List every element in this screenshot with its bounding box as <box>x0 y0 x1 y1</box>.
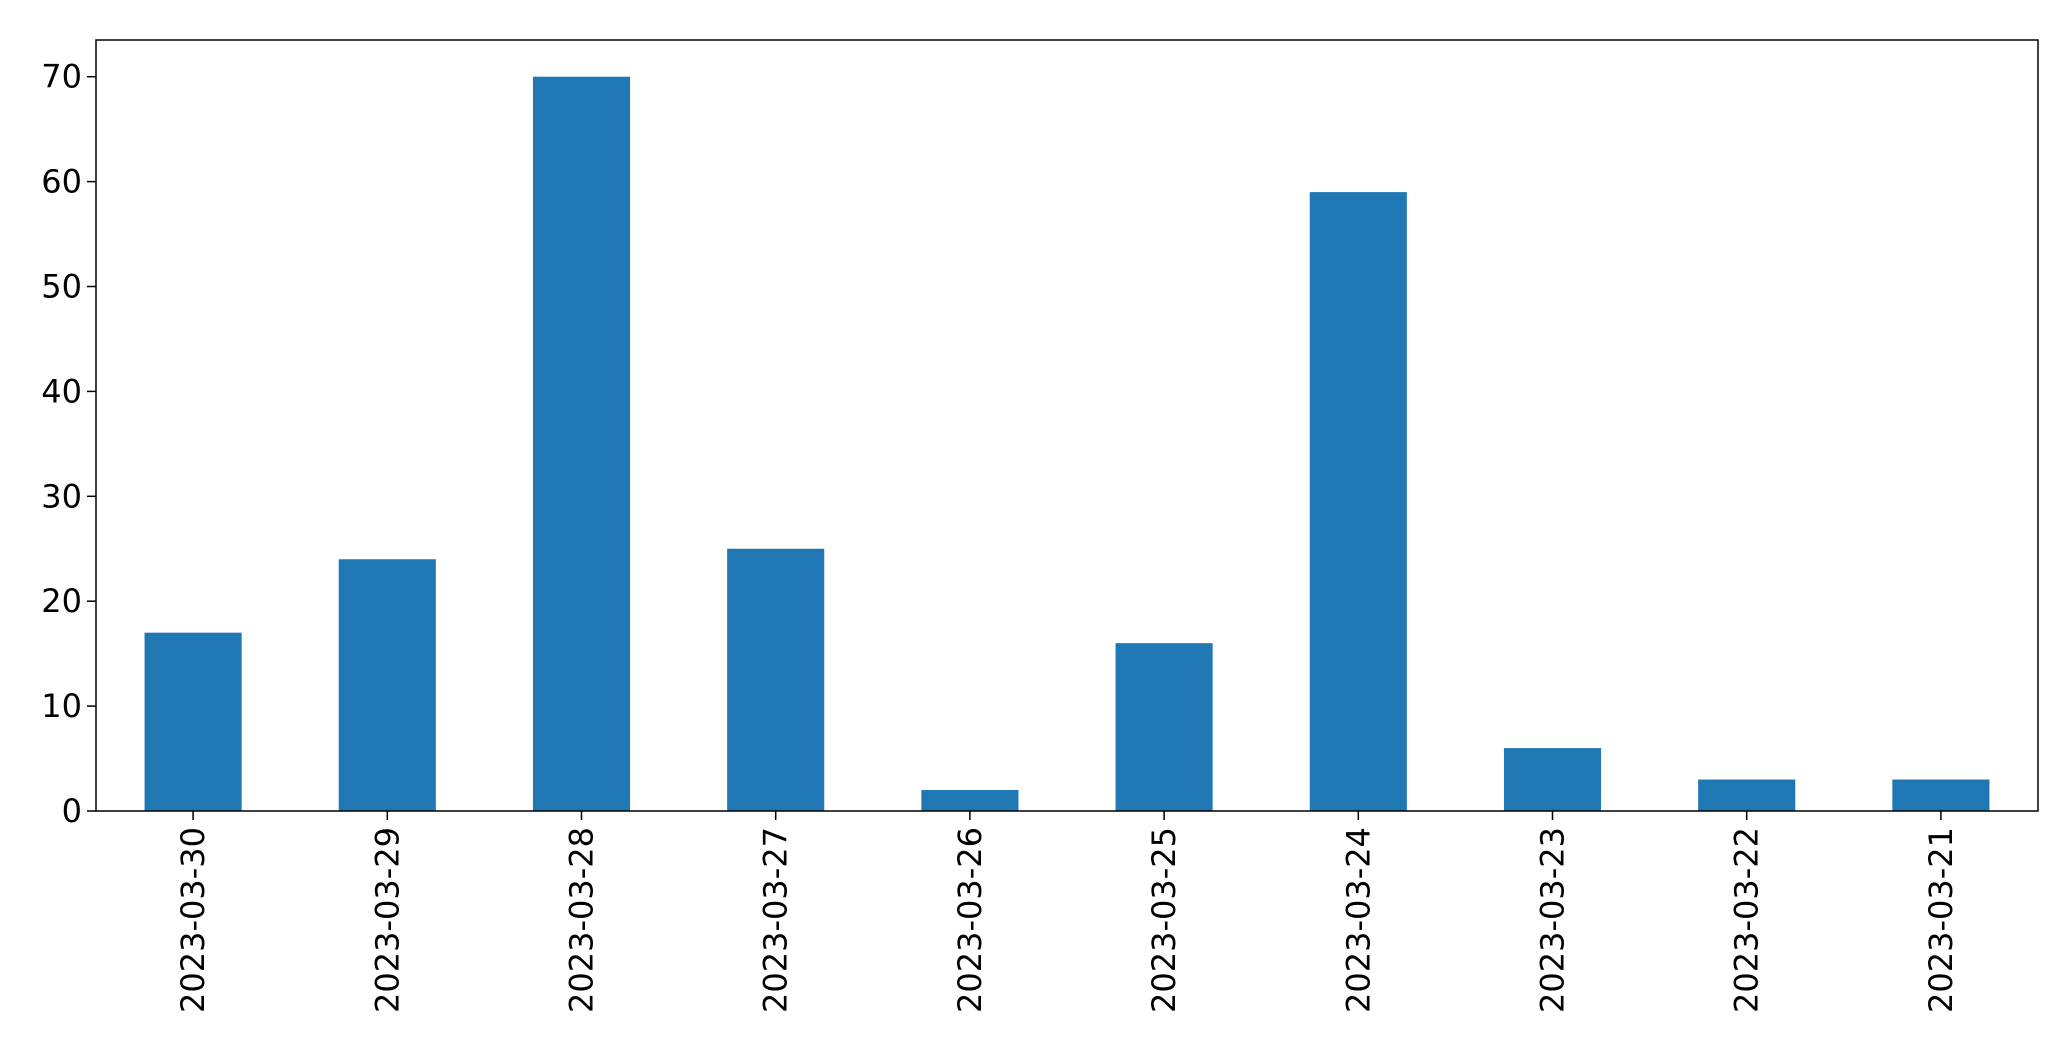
y-tick-label: 30 <box>41 477 82 515</box>
y-tick-label: 50 <box>41 268 82 306</box>
x-tick-label: 2023-03-27 <box>757 827 795 1013</box>
bar-2023-03-27 <box>727 548 825 811</box>
y-tick-label: 70 <box>41 58 82 96</box>
x-tick-label: 2023-03-23 <box>1534 827 1572 1013</box>
x-tick-label: 2023-03-22 <box>1728 827 1766 1013</box>
y-tick-label: 60 <box>41 163 82 201</box>
y-tick-label: 10 <box>41 687 82 725</box>
bar-2023-03-29 <box>338 559 436 811</box>
bar-2023-03-24 <box>1309 192 1407 811</box>
bar-2023-03-23 <box>1503 748 1602 811</box>
x-axis: 2023-03-30 2023-03-29 2023-03-28 2023-03-27… <box>174 811 1960 1013</box>
y-tick-label: 20 <box>41 582 82 620</box>
bar-2023-03-30 <box>144 632 242 811</box>
bar-2023-03-22 <box>1698 779 1796 811</box>
x-tick-label: 2023-03-26 <box>951 827 989 1013</box>
bars-layer <box>144 76 1990 811</box>
x-tick-label: 2023-03-30 <box>174 827 212 1013</box>
x-tick-label: 2023-03-29 <box>368 827 406 1013</box>
x-tick-label: 2023-03-28 <box>563 827 601 1013</box>
bar-2023-03-25 <box>1115 643 1213 811</box>
x-tick-label: 2023-03-21 <box>1922 827 1960 1013</box>
y-tick-label: 0 <box>62 792 82 830</box>
x-tick-label: 2023-03-25 <box>1145 827 1183 1013</box>
y-axis: 0 10 20 30 40 50 60 70 <box>41 58 96 830</box>
plot-frame <box>95 39 2039 812</box>
y-tick-label: 40 <box>41 372 82 410</box>
bar-2023-03-21 <box>1892 779 1990 811</box>
bar-2023-03-26 <box>921 790 1019 811</box>
bar-2023-03-28 <box>532 76 631 811</box>
x-tick-label: 2023-03-24 <box>1339 827 1377 1013</box>
